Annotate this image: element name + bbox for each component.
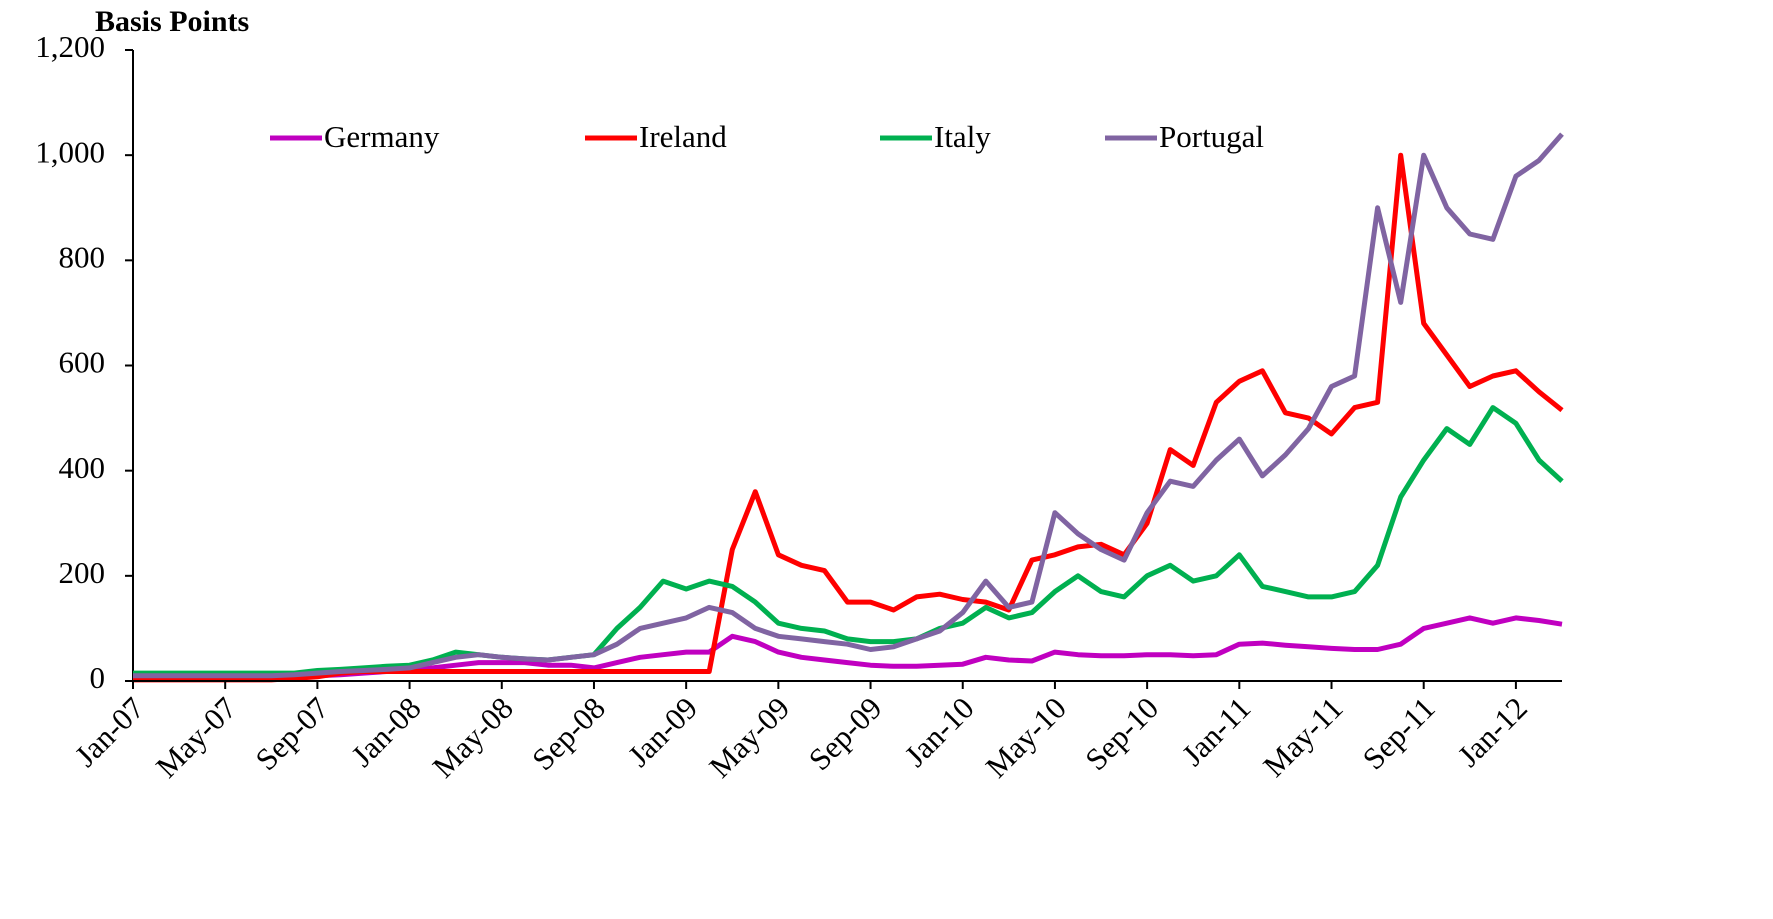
- x-tick-label: May-09: [702, 690, 796, 784]
- x-tick-label: Sep-08: [525, 690, 612, 777]
- x-tick-label: Jan-10: [898, 690, 981, 773]
- x-tick-label: May-08: [426, 690, 520, 784]
- y-tick-label: 200: [59, 555, 106, 590]
- y-tick-label: 400: [59, 450, 106, 485]
- legend-label: Italy: [934, 119, 991, 154]
- y-axis-label: Basis Points: [95, 5, 249, 38]
- x-tick-label: May-11: [1256, 690, 1349, 783]
- x-tick-label: Jan-12: [1451, 690, 1534, 773]
- legend-label: Ireland: [639, 119, 727, 154]
- x-tick-label: Jan-11: [1175, 690, 1257, 772]
- legend-label: Portugal: [1159, 119, 1264, 154]
- y-tick-label: 1,000: [35, 134, 105, 169]
- y-tick-label: 0: [90, 660, 106, 695]
- x-tick-label: Sep-07: [249, 690, 336, 777]
- y-tick-label: 800: [59, 239, 106, 274]
- y-tick-label: 1,200: [35, 29, 105, 64]
- line-series: [133, 132, 1564, 679]
- legend-label: Germany: [324, 119, 440, 154]
- x-tick-label: Jan-08: [344, 690, 427, 773]
- line-series: [133, 152, 1564, 683]
- line-series: [133, 405, 1564, 676]
- y-tick-label: 600: [59, 345, 106, 380]
- x-tick-label: Jan-09: [621, 690, 704, 773]
- x-tick-label: Sep-09: [802, 690, 889, 777]
- x-tick-label: Sep-11: [1356, 690, 1442, 776]
- x-tick-label: Jan-07: [68, 690, 151, 773]
- x-tick-label: May-10: [979, 690, 1073, 784]
- x-tick-label: May-07: [149, 690, 243, 784]
- x-tick-label: Sep-10: [1078, 690, 1165, 777]
